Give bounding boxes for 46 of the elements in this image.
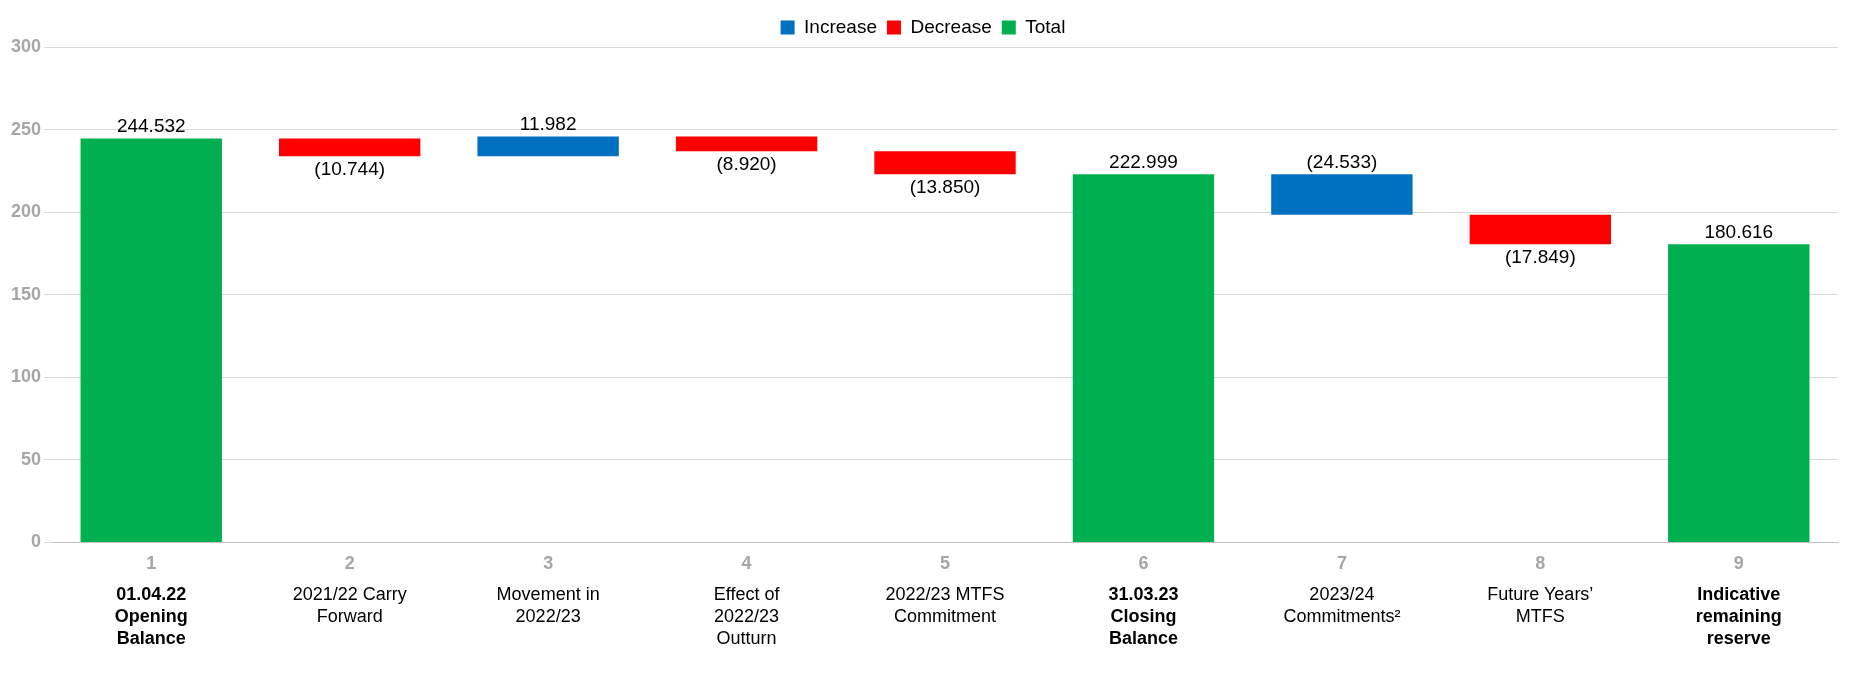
text: 31.03.23 Closing Balance	[1108, 583, 1179, 648]
data-label: 11.982	[519, 113, 577, 135]
bar	[1271, 174, 1413, 215]
x-tick-label: 5	[940, 553, 951, 574]
x-tick-label: 4	[741, 553, 752, 574]
bar	[279, 138, 421, 157]
x-tick-label: 7	[1336, 553, 1347, 574]
text: 01.04.22 Opening Balance	[114, 583, 188, 648]
text: 2023/24 Commitments²	[1283, 583, 1401, 626]
y-tick-label: 250	[10, 118, 42, 139]
bar	[1469, 214, 1612, 245]
text: 2022/23 MTFS Commitment	[885, 583, 1005, 626]
data-label: 244.532	[116, 115, 186, 137]
y-tick-label: 150	[10, 283, 42, 304]
data-label: (10.744)	[314, 158, 386, 180]
legend-label: Total	[1025, 15, 1066, 37]
data-label: (13.850)	[909, 175, 981, 197]
x-tick-label: 6	[1138, 553, 1149, 574]
y-tick-label: 50	[21, 448, 42, 469]
text: 2021/22 Carry Forward	[292, 583, 407, 626]
x-tick-label: 8	[1535, 553, 1546, 574]
data-label: 180.616	[1704, 220, 1774, 242]
y-tick-label: 200	[10, 201, 42, 222]
text: Movement in 2022/23	[496, 583, 600, 626]
data-label: (8.920)	[716, 153, 777, 175]
text: Indicative remaining reserve	[1695, 583, 1782, 648]
bar	[675, 136, 818, 152]
bar	[1668, 244, 1810, 542]
legend-label: Increase	[804, 15, 877, 37]
bar	[477, 136, 619, 157]
x-tick-label: 2	[344, 553, 355, 574]
y-tick-label: 300	[10, 35, 42, 56]
x-tick-label: 3	[543, 553, 554, 574]
y-tick-label: 0	[31, 531, 42, 552]
text: Effect of 2022/23 Outturn	[713, 583, 781, 648]
data-label: 222.999	[1109, 150, 1178, 172]
bar	[1072, 174, 1215, 542]
x-tick-label: 1	[146, 553, 157, 574]
y-tick-label: 100	[10, 366, 42, 387]
legend-label: Decrease	[910, 15, 992, 37]
data-label: (24.533)	[1306, 150, 1378, 172]
x-tick-label: 9	[1733, 553, 1744, 574]
data-label: (17.849)	[1504, 245, 1576, 267]
bar	[874, 151, 1016, 175]
text: Future Years’ MTFS	[1487, 583, 1594, 626]
bar	[80, 138, 222, 542]
